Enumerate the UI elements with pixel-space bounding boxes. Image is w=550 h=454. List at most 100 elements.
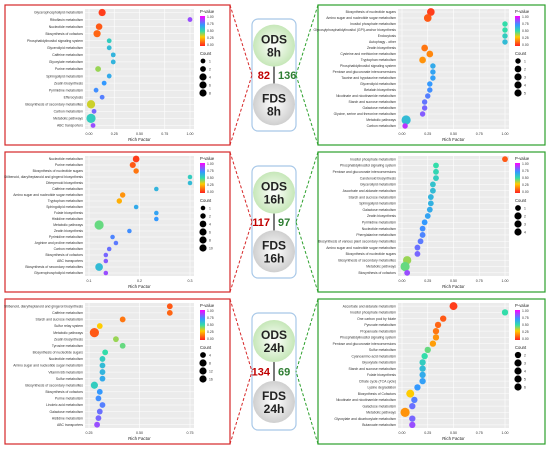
connector-line	[229, 298, 253, 372]
data-point	[421, 219, 428, 226]
connector-line	[295, 74, 319, 146]
data-point	[419, 232, 426, 238]
y-tick-label: Cyanoamino acid metabolism	[352, 354, 397, 358]
data-point	[430, 187, 436, 194]
data-point	[91, 108, 97, 114]
count-tick-label: 10	[209, 246, 213, 250]
pvalue-legend-title: P-value	[200, 156, 215, 161]
x-tick-label: 0.75	[476, 279, 483, 283]
down-count: 117	[252, 217, 270, 229]
data-point	[96, 388, 103, 395]
connector-line	[295, 4, 319, 76]
data-point	[99, 94, 105, 100]
y-tick-label: Caffeine metabolism	[52, 311, 83, 315]
fds-label: FDS	[262, 238, 286, 252]
data-point	[427, 200, 434, 207]
count-tick-label: 2	[524, 353, 526, 357]
count-legend-dot	[514, 228, 522, 236]
pvalue-tick-label: 0.25	[522, 36, 529, 40]
data-point	[502, 39, 508, 45]
data-point	[400, 261, 410, 272]
pvalue-tick-label: 0.50	[207, 29, 214, 33]
x-tick-label: 0.25	[424, 279, 431, 283]
count-legend-dot	[199, 81, 207, 89]
pvalue-tick-label: 1.00	[522, 162, 529, 166]
y-tick-label: Nicotinate and nicotinamide metabolism	[336, 398, 396, 402]
data-point	[116, 198, 123, 204]
y-tick-label: Metabolic pathways	[53, 331, 83, 335]
data-point	[402, 123, 408, 129]
count-legend-dot	[514, 220, 522, 228]
connector-line	[295, 151, 319, 223]
pvalue-legend-title: P-value	[515, 9, 530, 14]
count-legend-dot	[199, 236, 207, 244]
data-point	[409, 415, 416, 422]
y-tick-label: Caffeine metabolism	[52, 53, 83, 57]
y-tick-label: Biosynthesis of secondary metabolites	[25, 265, 83, 269]
pvalue-tick-label: 1.00	[522, 309, 529, 313]
y-tick-label: Caffeine metabolism	[52, 187, 83, 191]
data-point	[401, 115, 411, 125]
y-tick-label: Biosynthesis of secondary metabolites	[25, 102, 83, 106]
y-tick-label: Cysteine and methionine metabolism	[340, 52, 396, 56]
data-point	[432, 327, 440, 335]
data-point	[90, 123, 96, 128]
connector-line	[229, 221, 253, 293]
pvalue-tick-label: 0.50	[522, 176, 529, 180]
y-tick-label: Taurine and hypotaurine metabolism	[341, 76, 396, 80]
count-tick-label: 6	[524, 385, 526, 389]
data-point	[502, 27, 508, 33]
y-tick-label: Vitamin B6 metabolism	[48, 370, 83, 374]
count-tick-label: 3	[524, 222, 526, 226]
y-tick-label: Starch and sucrose metabolism	[349, 195, 397, 199]
y-tick-label: Riboflavin metabolism	[50, 18, 83, 22]
data-point	[409, 402, 416, 410]
pvalue-legend-title: P-value	[200, 303, 215, 308]
pvalue-colorbar	[200, 310, 205, 340]
count-tick-label: 5	[524, 91, 526, 95]
ods-time-label: 8h	[267, 46, 281, 60]
count-legend-title: Count	[200, 51, 212, 56]
data-point	[424, 346, 431, 354]
count-tick-label: 8	[209, 238, 211, 242]
y-tick-label: Amino sugar and nucleotide sugar metabol…	[326, 246, 396, 250]
y-tick-label: Propanoate metabolism	[360, 329, 396, 333]
y-tick-label: Histidine metabolism	[52, 217, 83, 221]
count-tick-label: 4	[524, 83, 526, 87]
pvalue-tick-label: 0.00	[207, 337, 214, 341]
ods-circle	[253, 24, 295, 67]
data-point	[119, 342, 126, 349]
pvalue-legend-title: P-value	[200, 9, 215, 14]
count-legend-dot	[199, 220, 207, 228]
count-tick-label: 1	[524, 206, 526, 210]
data-point	[427, 194, 434, 200]
y-tick-label: Nucleotide metabolism	[49, 157, 83, 161]
connector-line	[295, 298, 319, 372]
data-point	[419, 371, 426, 379]
y-tick-label: Zeatin biosynthesis	[367, 46, 396, 50]
down-count: 134	[252, 367, 271, 379]
x-axis-label: Rich Factor	[128, 137, 151, 142]
pvalue-tick-label: 0.25	[522, 330, 529, 334]
data-point	[430, 75, 436, 81]
data-point	[424, 213, 431, 219]
data-point	[133, 204, 139, 210]
data-point	[426, 50, 434, 58]
x-tick-label: 0.00	[399, 431, 406, 435]
y-tick-label: Zeatin biosynthesis	[367, 214, 396, 218]
y-tick-label: Glycosylphosphatidylinositol (GPI)-ancho…	[313, 28, 396, 32]
fds-time-label: 24h	[264, 402, 285, 416]
y-tick-label: Pentose and glucuronate interconversions	[333, 170, 397, 174]
y-tick-label: Nucleotide metabolism	[49, 25, 83, 29]
data-point	[95, 23, 103, 30]
pvalue-tick-label: 0.75	[522, 22, 529, 26]
pvalue-tick-label: 0.00	[522, 190, 529, 194]
ods-label: ODS	[261, 328, 287, 342]
x-tick-label: 0.1	[87, 279, 92, 283]
data-point	[427, 8, 435, 16]
data-point	[425, 93, 431, 99]
y-tick-label: Purine metabolism	[55, 67, 83, 71]
y-tick-label: Metabolic pathways	[53, 117, 83, 121]
y-tick-label: Stilbenoid, diarylheptanoid and gingerol…	[4, 175, 83, 179]
data-point	[89, 328, 99, 338]
